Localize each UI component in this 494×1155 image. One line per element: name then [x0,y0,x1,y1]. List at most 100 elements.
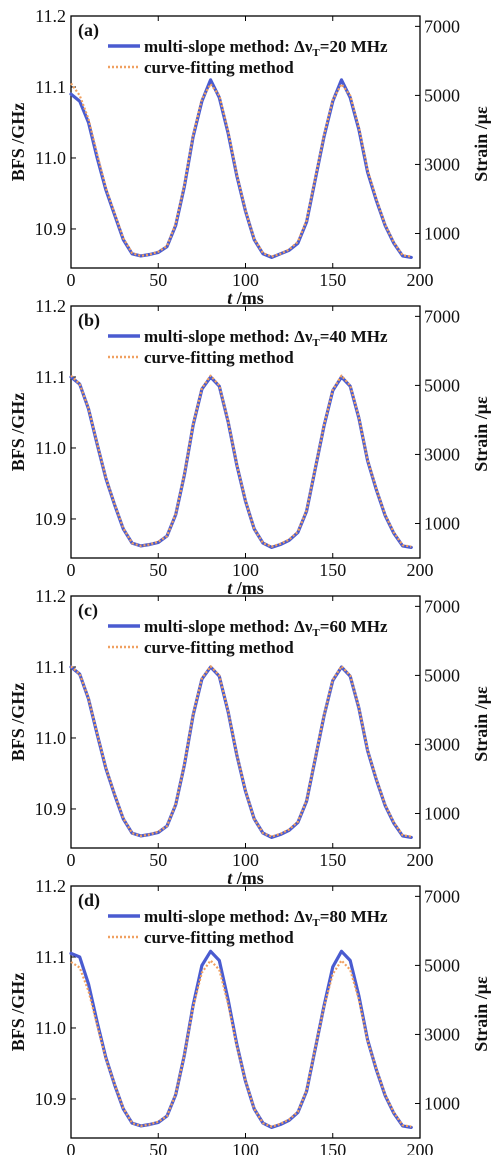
x-axis-label-unit: /ms [236,578,264,598]
y2-axis-label: Strain /με [471,686,491,762]
x-tick-label: 50 [149,850,167,870]
panel-label: (a) [78,20,99,41]
x-axis-label-unit: /ms [236,288,264,308]
y-tick-label: 10.9 [35,799,67,819]
y-tick-label: 11.1 [35,947,66,967]
y2-axis-label: Strain /με [471,106,491,182]
chart-panel-2: 0 50 100 150 200 10.9 11.0 11.1 11.2 1000 3000 5000… [8,296,491,598]
x-axis-label: t /ms [227,288,264,308]
panel-label: (b) [78,310,100,331]
y-tick-label: 11.0 [35,1018,66,1038]
legend-label-curve-fitting: curve-fitting method [144,348,294,367]
legend-label-multi-sub: T [312,627,320,639]
y2-axis-label: Strain /με [471,396,491,472]
chart-panel-3: 0 50 100 150 200 10.9 11.0 11.1 11.2 1000 3000 5000… [8,586,491,888]
x-tick-label: 200 [407,270,434,290]
y2-tick-label: 5000 [424,955,460,975]
x-tick-label: 100 [232,560,259,580]
y-tick-label: 10.9 [35,1089,67,1109]
legend-label-multi-slope: multi-slope method: ΔνT=80 MHz [144,907,388,929]
y2-tick-label: 1000 [424,1093,460,1113]
y2-tick-label: 1000 [424,223,460,243]
series-line-curve-fitting [70,374,412,548]
series-line-curve-fitting [70,82,412,258]
legend-label-multi-sub: T [312,47,320,59]
y2-tick-label: 3000 [424,154,460,174]
series-line-multi-slope [69,78,413,259]
y-tick-label: 11.1 [35,77,66,97]
legend-label-curve-fitting: curve-fitting method [144,638,294,657]
x-tick-label: 150 [319,850,346,870]
x-axis-label: t /ms [227,578,264,598]
y-axis-label: BFS /GHz [8,393,28,472]
x-axis-label-var: t [227,578,237,598]
x-tick-label: 200 [407,560,434,580]
x-tick-label: 200 [407,1140,434,1155]
x-tick-label: 50 [149,270,167,290]
y2-tick-label: 3000 [424,444,460,464]
panel-label: (c) [78,600,98,621]
x-tick-label: 100 [232,270,259,290]
y2-tick-label: 5000 [424,665,460,685]
x-axis-label-unit: /ms [236,868,264,888]
legend-label-multi-sub: T [312,337,320,349]
chart-panel-4: 0 50 100 150 200 10.9 11.0 11.1 11.2 1000 3000 5000… [8,876,491,1155]
y2-tick-label: 3000 [424,1024,460,1044]
x-axis-label-var: t [227,288,237,308]
y-tick-label: 11.1 [35,367,66,387]
x-tick-label: 50 [149,1140,167,1155]
y-tick-label: 11.2 [35,296,66,316]
x-axis-label: t /ms [227,868,264,888]
series-line-multi-slope [69,949,413,1130]
y2-axis-label: Strain /με [471,976,491,1052]
x-tick-label: 150 [319,1140,346,1155]
legend-label-curve-fitting: curve-fitting method [144,928,294,947]
panel-label: (d) [78,890,100,911]
y-tick-label: 10.9 [35,509,67,529]
y-tick-label: 11.0 [35,728,66,748]
x-axis-label-var: t [227,868,237,888]
legend-label-multi-prefix: multi-slope method: Δν [144,907,313,926]
series-line-curve-fitting [70,665,412,838]
legend-label-multi-slope: multi-slope method: ΔνT=40 MHz [144,327,388,349]
y2-tick-label: 7000 [424,886,460,906]
y-tick-label: 10.9 [35,219,67,239]
legend-label-multi-sub: T [312,917,320,929]
x-tick-label: 0 [67,1140,76,1155]
y-axis-label: BFS /GHz [8,103,28,182]
x-tick-label: 0 [67,850,76,870]
y2-tick-label: 3000 [424,734,460,754]
y-tick-label: 11.2 [35,586,66,606]
x-tick-label: 150 [319,270,346,290]
y-tick-label: 11.1 [35,657,66,677]
legend-label-multi-suffix: =60 MHz [320,617,388,636]
y-tick-label: 11.0 [35,438,66,458]
y-tick-label: 11.2 [35,6,66,26]
legend-label-multi-prefix: multi-slope method: Δν [144,327,313,346]
y2-tick-label: 5000 [424,85,460,105]
x-tick-label: 150 [319,560,346,580]
y-axis-label: BFS /GHz [8,683,28,762]
y-tick-label: 11.2 [35,876,66,896]
y2-tick-label: 7000 [424,306,460,326]
legend-label-multi-suffix: =20 MHz [320,37,388,56]
legend-label-multi-prefix: multi-slope method: Δν [144,617,313,636]
y2-tick-label: 7000 [424,596,460,616]
legend-label-multi-suffix: =40 MHz [320,327,388,346]
y-axis-label: BFS /GHz [8,973,28,1052]
x-tick-label: 100 [232,1140,259,1155]
chart-panel-1: 0 50 100 150 200 10.9 11.0 11.1 11.2 1000 3000 5000… [8,6,491,308]
x-tick-label: 0 [67,560,76,580]
x-tick-label: 100 [232,850,259,870]
legend-label-multi-slope: multi-slope method: ΔνT=20 MHz [144,37,388,59]
x-tick-label: 50 [149,560,167,580]
y2-tick-label: 5000 [424,375,460,395]
series-line-multi-slope [69,665,413,840]
y2-tick-label: 1000 [424,513,460,533]
y2-tick-label: 1000 [424,803,460,823]
x-tick-label: 0 [67,270,76,290]
x-tick-label: 200 [407,850,434,870]
legend-label-multi-suffix: =80 MHz [320,907,388,926]
legend-label-multi-prefix: multi-slope method: Δν [144,37,313,56]
